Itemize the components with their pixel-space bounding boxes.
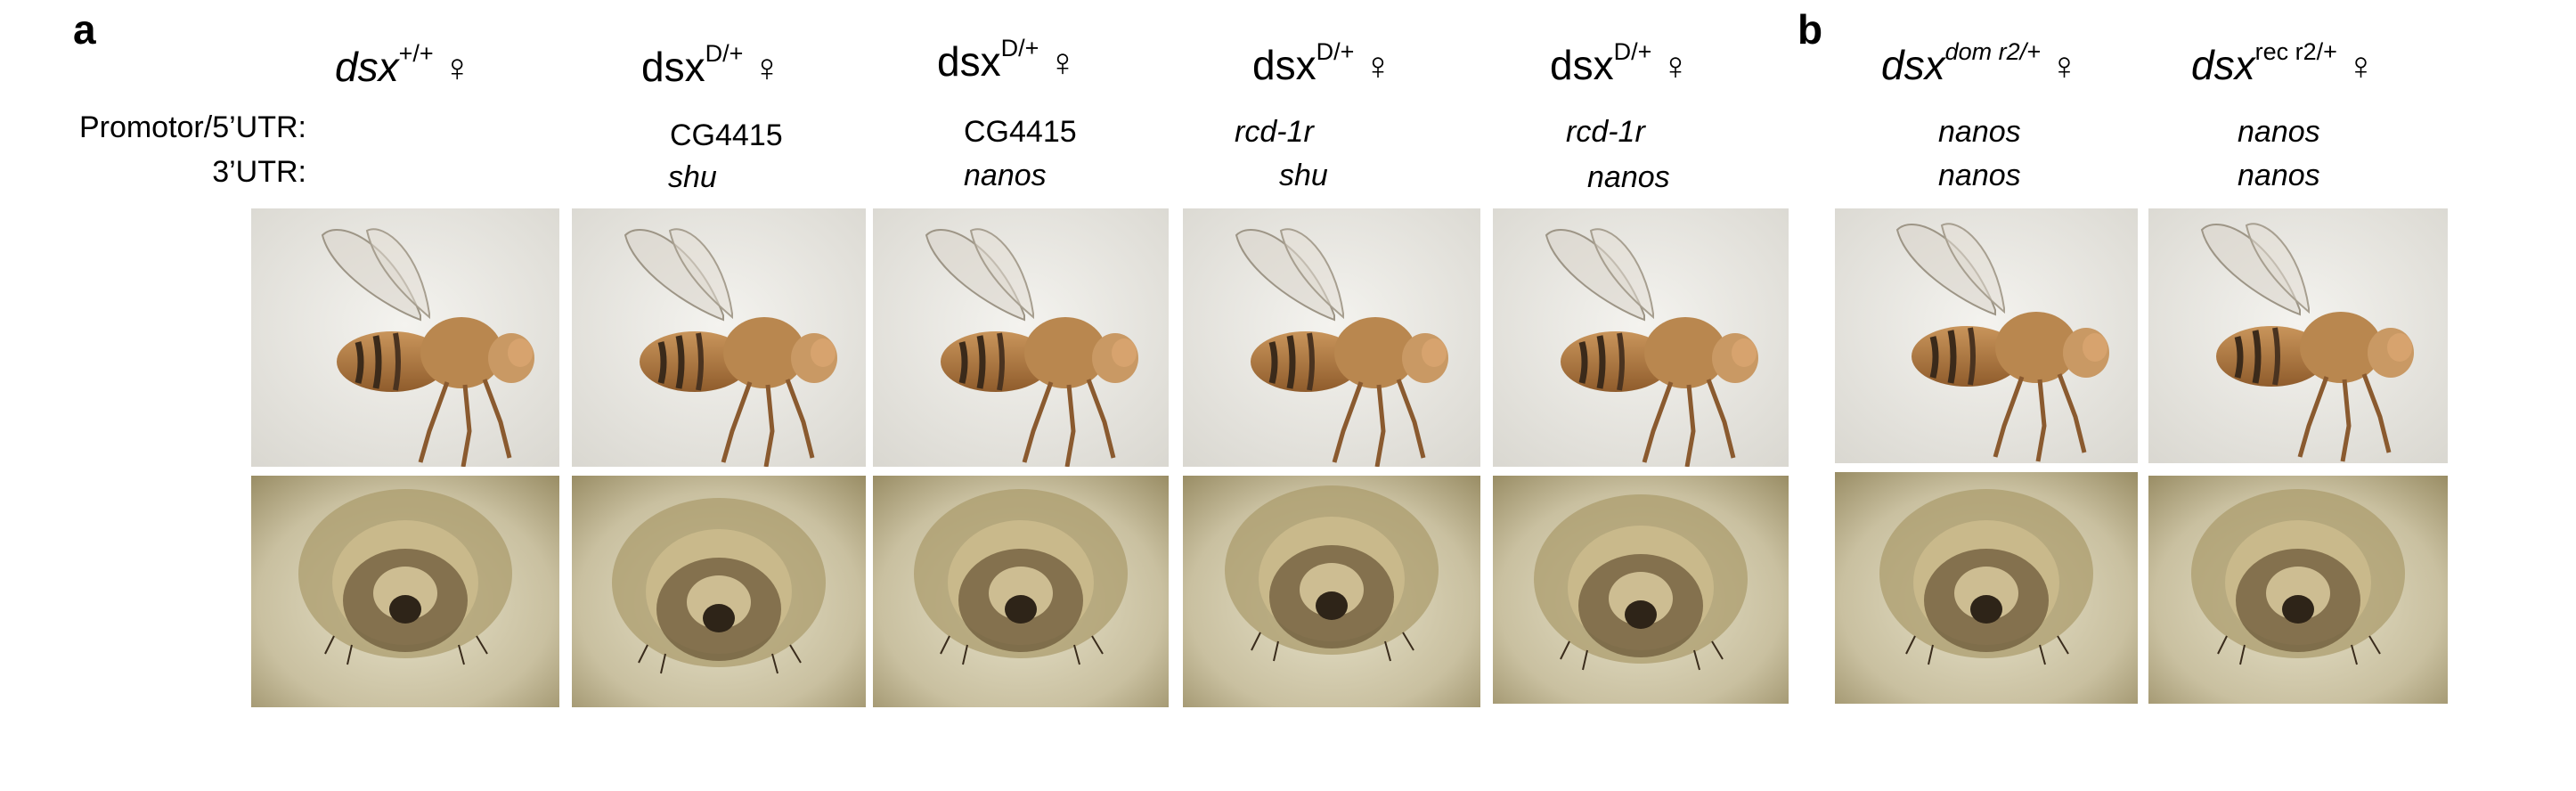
genitalia-photo-2 [572, 476, 866, 707]
promoter-label-2: CG4415 [670, 118, 783, 152]
whole-fly-photo-6 [1835, 208, 2138, 463]
whole-fly-photo-3 [873, 208, 1169, 467]
utr3-label-5: nanos [1587, 160, 1670, 194]
genotype-header-3: dsxD/+ ♀ [937, 35, 1078, 85]
genitalia-photo-5 [1493, 476, 1789, 704]
whole-fly-photo-1 [251, 208, 559, 467]
genitalia-photo-7 [2148, 476, 2448, 704]
genotype-header-2: dsxD/+ ♀ [641, 40, 782, 90]
promoter-label-5: rcd-1r [1566, 115, 1645, 149]
utr3-label-4: shu [1279, 159, 1328, 192]
panel-label-b: b [1797, 6, 1823, 53]
whole-fly-photo-2 [572, 208, 866, 467]
whole-fly-photo-5 [1493, 208, 1789, 467]
panel-label-a: a [73, 6, 96, 53]
genotype-header-1: dsx+/+ ♀ [335, 40, 472, 90]
genotype-header-5: dsxD/+ ♀ [1550, 38, 1691, 88]
promoter-label-6: nanos [1938, 115, 2021, 149]
genitalia-photo-1 [251, 476, 559, 707]
utr3-label-6: nanos [1938, 159, 2021, 192]
genotype-header-4: dsxD/+ ♀ [1252, 38, 1393, 88]
genitalia-photo-4 [1183, 476, 1480, 707]
promoter-label-4: rcd-1r [1235, 115, 1314, 149]
promoter-label-7: nanos [2238, 115, 2320, 149]
utr3-row-label: 3’UTR: [212, 155, 306, 189]
genotype-header-6: dsxdom r2/+ ♀ [1881, 38, 2079, 88]
utr3-label-7: nanos [2238, 159, 2320, 192]
genitalia-photo-3 [873, 476, 1169, 707]
whole-fly-photo-4 [1183, 208, 1480, 467]
whole-fly-photo-7 [2148, 208, 2448, 463]
promoter-label-3: CG4415 [964, 115, 1077, 149]
utr3-label-2: shu [668, 160, 717, 194]
utr3-label-3: nanos [964, 159, 1047, 192]
genitalia-photo-6 [1835, 472, 2138, 704]
genotype-header-7: dsxrec r2/+ ♀ [2191, 38, 2376, 88]
promoter-row-label: Promotor/5’UTR: [78, 110, 306, 144]
